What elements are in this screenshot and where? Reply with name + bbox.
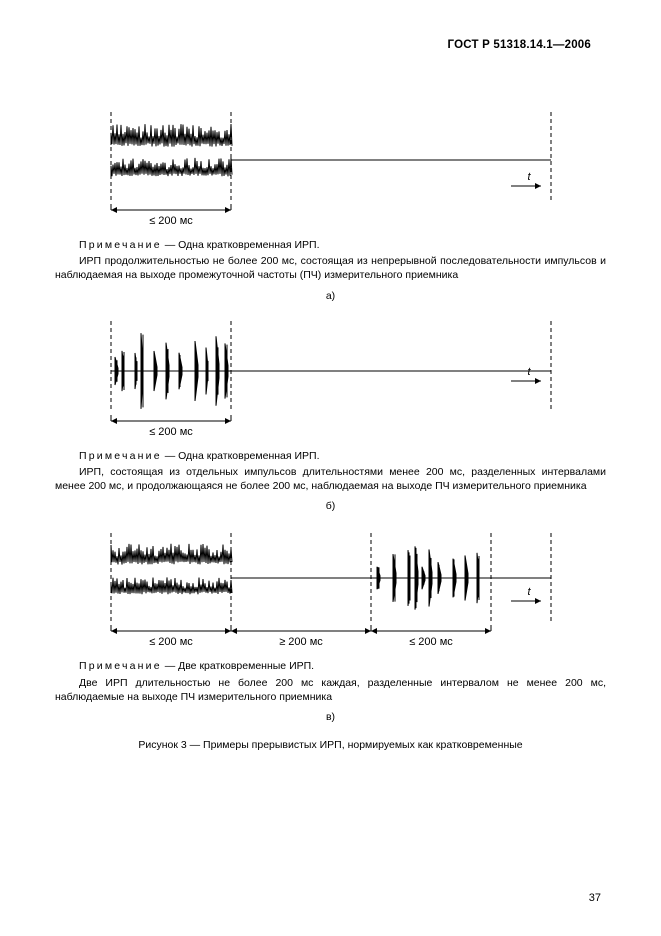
svg-text:≤ 200 мс: ≤ 200 мс: [149, 636, 193, 648]
figure-c-svg: t ≤ 200 мс ≥ 200 мс ≤ 200 мс: [91, 521, 571, 651]
sublabel-c: в): [55, 710, 606, 724]
page-number: 37: [589, 891, 601, 906]
svg-text:≤ 200 мс: ≤ 200 мс: [409, 636, 453, 648]
note-c-rest: — Две кратковременные ИРП.: [162, 660, 314, 672]
note-b-prefix: Примечание: [79, 450, 162, 462]
figure-a-svg: t ≤ 200 мс: [91, 100, 571, 230]
note-b-line2: ИРП, состоящая из отдельных импульсов дл…: [55, 465, 606, 493]
figure-b-svg: t ≤ 200 мс: [91, 311, 571, 441]
svg-text:≥ 200 мс: ≥ 200 мс: [279, 636, 323, 648]
doc-id: ГОСТ Р 51318.14.1—2006: [448, 38, 591, 54]
note-a: Примечание — Одна кратковременная ИРП. И…: [55, 238, 606, 283]
note-a-prefix: Примечание: [79, 239, 162, 251]
figure-caption: Рисунок 3 — Примеры прерывистых ИРП, нор…: [55, 738, 606, 752]
svg-text:t: t: [527, 366, 531, 378]
note-c-prefix: Примечание: [79, 660, 162, 672]
note-b-rest: — Одна кратковременная ИРП.: [162, 450, 320, 462]
note-c-line2: Две ИРП длительностью не более 200 мс ка…: [55, 676, 606, 704]
note-b: Примечание — Одна кратковременная ИРП. И…: [55, 449, 606, 494]
sublabel-a: а): [55, 289, 606, 303]
figure-a-wrap: t ≤ 200 мс: [55, 100, 606, 230]
note-a-line1: Примечание — Одна кратковременная ИРП.: [55, 238, 606, 252]
svg-text:t: t: [527, 171, 531, 183]
note-a-rest: — Одна кратковременная ИРП.: [162, 239, 320, 251]
svg-text:≤ 200 мс: ≤ 200 мс: [149, 426, 193, 438]
svg-text:t: t: [527, 586, 531, 598]
note-a-line2: ИРП продолжительностью не более 200 мс, …: [55, 254, 606, 282]
page: ГОСТ Р 51318.14.1—2006 t ≤ 200 мс Примеча…: [0, 0, 661, 936]
note-c-line1: Примечание — Две кратковременные ИРП.: [55, 659, 606, 673]
figure-b-wrap: t ≤ 200 мс: [55, 311, 606, 441]
svg-text:≤ 200 мс: ≤ 200 мс: [149, 215, 193, 227]
figure-c-wrap: t ≤ 200 мс ≥ 200 мс ≤ 200 мс: [55, 521, 606, 651]
note-c: Примечание — Две кратковременные ИРП. Дв…: [55, 659, 606, 704]
note-b-line1: Примечание — Одна кратковременная ИРП.: [55, 449, 606, 463]
sublabel-b: б): [55, 499, 606, 513]
